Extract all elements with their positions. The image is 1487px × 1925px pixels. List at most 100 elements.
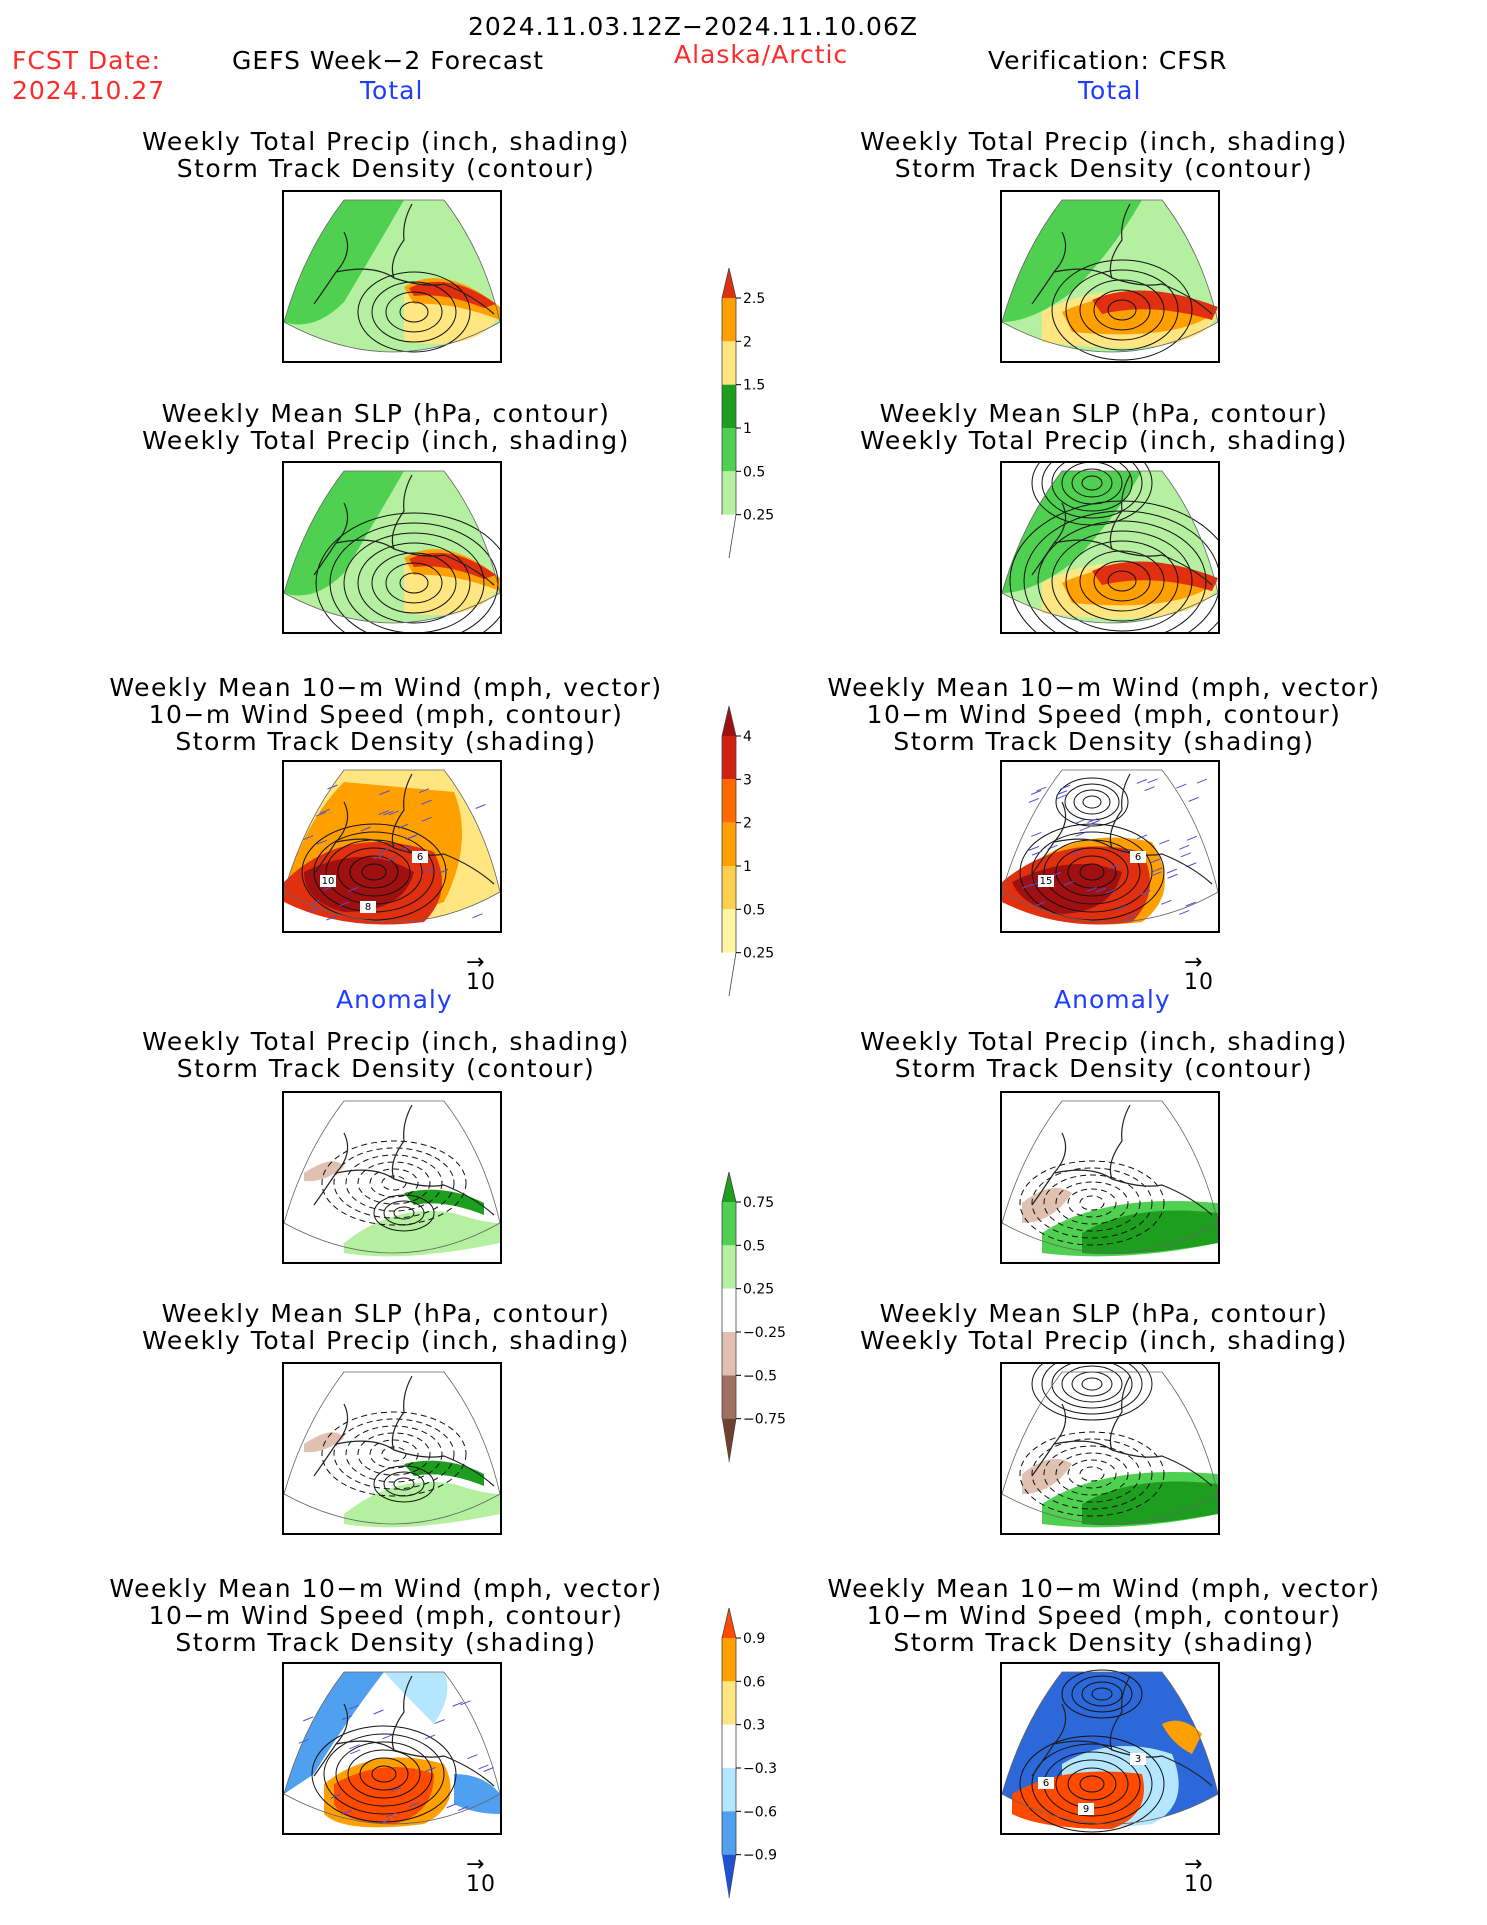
colorbar-label: 4 [743, 729, 752, 745]
contour-label-box [1038, 1777, 1054, 1789]
map-plot [284, 1371, 500, 1528]
date-range: 2024.11.03.12Z−2024.11.10.06Z [468, 12, 918, 41]
colorbar-segment [722, 1332, 736, 1376]
colorbar-label: 0.6 [743, 1674, 765, 1690]
colorbar-label: 0.25 [743, 508, 774, 524]
colorbar-label: −0.75 [743, 1412, 786, 1428]
contour-label-box [1130, 1753, 1146, 1765]
colorbar-label: 2.5 [743, 291, 765, 307]
colorbar-label: −0.3 [743, 1761, 777, 1777]
colorbar-segment [722, 952, 736, 996]
title-cfsr-anom-slp: Weekly Mean SLP (hPa, contour) Weekly Tot… [860, 1299, 1348, 1355]
map-cfsr-anom-precip [1000, 1091, 1220, 1264]
colorbar-label: −0.6 [743, 1804, 777, 1820]
colorbar-segment [722, 822, 736, 866]
title-cfsr-anom-wind: Weekly Mean 10−m Wind (mph, vector) 10−m … [827, 1574, 1381, 1657]
contour-label: 6 [417, 852, 423, 863]
colorbar-track-total: 4 3 2 1 0.5 0.25 [721, 705, 832, 997]
contour-label-box [1078, 1803, 1094, 1815]
model-title: GEFS Week−2 Forecast [232, 46, 545, 75]
map-plot [1002, 199, 1218, 361]
colorbar-track-anom: 0.9 0.6 0.3 −0.3 −0.6 −0.9 [721, 1607, 832, 1899]
colorbar-segment [722, 1724, 736, 1768]
colorbar-segment [722, 268, 736, 298]
map-gefs-total-slp [282, 461, 502, 634]
map-plot [284, 1100, 500, 1257]
title-gefs-total-wind: Weekly Mean 10−m Wind (mph, vector) 10−m … [109, 673, 663, 756]
map-plot [284, 1671, 500, 1828]
colorbar-label: −0.5 [743, 1368, 777, 1384]
colorbar-precip-anom: 0.75 0.5 0.25 −0.25 −0.5 −0.75 [721, 1171, 832, 1463]
title-cfsr-total-precip: Weekly Total Precip (inch, shading) Storm… [860, 127, 1348, 183]
map-cfsr-total-wind: 15 6 [1000, 760, 1220, 933]
contour-label: 8 [365, 902, 371, 913]
title-gefs-anom-wind: Weekly Mean 10−m Wind (mph, vector) 10−m … [109, 1574, 663, 1657]
title-cfsr-anom-precip: Weekly Total Precip (inch, shading) Storm… [860, 1027, 1348, 1083]
colorbar-segment [722, 1202, 736, 1246]
colorbar-segment [722, 1768, 736, 1812]
map-gefs-anom-wind [282, 1662, 502, 1835]
colorbar-label: 2 [743, 334, 752, 350]
section-total-right: Total [1078, 76, 1142, 105]
colorbar-label: 1 [743, 859, 752, 875]
map-cfsr-total-precip [1000, 190, 1220, 363]
vector-ref-cfsr-total: → 10 [1184, 950, 1214, 995]
section-anomaly-right: Anomaly [1054, 985, 1171, 1014]
colorbar-label: 3 [743, 772, 752, 788]
colorbar-segment [722, 1172, 736, 1202]
colorbar-segment [722, 736, 736, 780]
colorbar-segment [722, 1608, 736, 1638]
contour-label-box [320, 875, 336, 887]
arrow-icon: → [466, 950, 486, 975]
contour-label-box [1130, 851, 1146, 863]
map-plot [284, 199, 500, 353]
colorbar-segment [722, 471, 736, 515]
contour-label: 6 [1135, 852, 1141, 863]
map-plot [1002, 463, 1218, 632]
contour-label: 6 [1043, 1778, 1049, 1789]
section-total-left: Total [360, 76, 424, 105]
map-gefs-total-wind: 10 6 8 [282, 760, 502, 933]
colorbar-precip-total: 2.5 2 1.5 1 0.5 0.25 [721, 267, 832, 559]
colorbar-label: −0.9 [743, 1848, 777, 1864]
map-gefs-total-precip [282, 190, 502, 363]
colorbar-segment [722, 1418, 736, 1462]
colorbar-label: −0.25 [743, 1325, 786, 1341]
colorbar-segment [722, 1245, 736, 1289]
map-cfsr-anom-slp [1000, 1362, 1220, 1535]
title-gefs-anom-precip: Weekly Total Precip (inch, shading) Storm… [142, 1027, 630, 1083]
fcst-date-label: FCST Date: [12, 46, 162, 75]
colorbar-segment [722, 1681, 736, 1725]
contour-label-box [360, 901, 376, 913]
arrow-icon: → [1184, 950, 1204, 975]
colorbar-segment [722, 1811, 736, 1855]
title-gefs-anom-slp: Weekly Mean SLP (hPa, contour) Weekly Tot… [142, 1299, 630, 1355]
map-gefs-anom-precip [282, 1091, 502, 1264]
colorbar-label: 0.5 [743, 1238, 765, 1254]
colorbar-label: 0.3 [743, 1718, 765, 1734]
colorbar-label: 0.25 [743, 946, 774, 962]
contour-label-box [412, 851, 428, 863]
arrow-icon: → [466, 1852, 486, 1877]
map-plot [1002, 1100, 1218, 1257]
colorbar-segment [722, 514, 736, 558]
colorbar-segment [722, 779, 736, 823]
map-cfsr-total-slp [1000, 461, 1220, 634]
colorbar-label: 2 [743, 816, 752, 832]
map-plot [284, 470, 500, 632]
colorbar-segment [722, 298, 736, 342]
colorbar-label: 0.9 [743, 1631, 765, 1647]
title-gefs-total-slp: Weekly Mean SLP (hPa, contour) Weekly Tot… [142, 399, 630, 455]
map-plot: 6 3 9 [1002, 1669, 1218, 1833]
map-gefs-anom-slp [282, 1362, 502, 1535]
colorbar-label: 0.75 [743, 1195, 774, 1211]
fcst-date: 2024.10.27 [12, 76, 166, 105]
colorbar-segment [722, 909, 736, 953]
contour-label: 10 [322, 876, 335, 887]
colorbar-label: 0.5 [743, 902, 765, 918]
colorbar-segment [722, 866, 736, 910]
colorbar-segment [722, 1288, 736, 1332]
arrow-icon: → [1184, 1852, 1204, 1877]
colorbar-segment [722, 384, 736, 428]
contour-label-box [1038, 875, 1054, 887]
